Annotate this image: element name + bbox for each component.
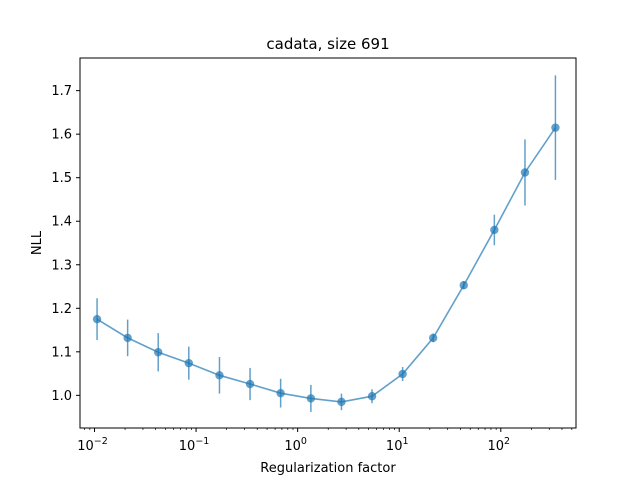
data-point [398,369,407,379]
data-point [490,225,499,235]
y-tick-label: 1.7 [51,84,72,99]
data-point [154,348,163,357]
data-point [306,394,316,403]
data-point [367,392,377,401]
data-point [245,379,255,389]
y-tick-label: 1.2 [51,302,72,317]
data-point [428,333,438,343]
axis-ticks: 1.01.11.21.31.41.51.61.710−2 10−1 100 101 10… [51,84,573,454]
y-tick-label: 1.0 [51,389,72,404]
data-point [92,314,102,324]
y-axis-label: NLL [30,230,45,255]
y-tick-label: 1.5 [51,171,72,186]
data-point [123,333,132,343]
data-point [459,281,468,290]
y-tick-label: 1.1 [51,345,72,360]
y-tick-label: 1.6 [51,128,72,143]
x-axis-label: Regularization factor [260,461,396,476]
data-point [337,397,346,407]
y-tick-label: 1.4 [51,215,72,230]
series-line [96,127,557,403]
y-tick-label: 1.3 [51,258,72,273]
chart-title: cadata, size 691 [266,35,389,53]
data-point [520,168,530,177]
data-point [215,371,224,380]
data-point [184,358,193,368]
plot-area [92,75,560,412]
data-point [551,123,560,132]
data-point [276,388,285,398]
